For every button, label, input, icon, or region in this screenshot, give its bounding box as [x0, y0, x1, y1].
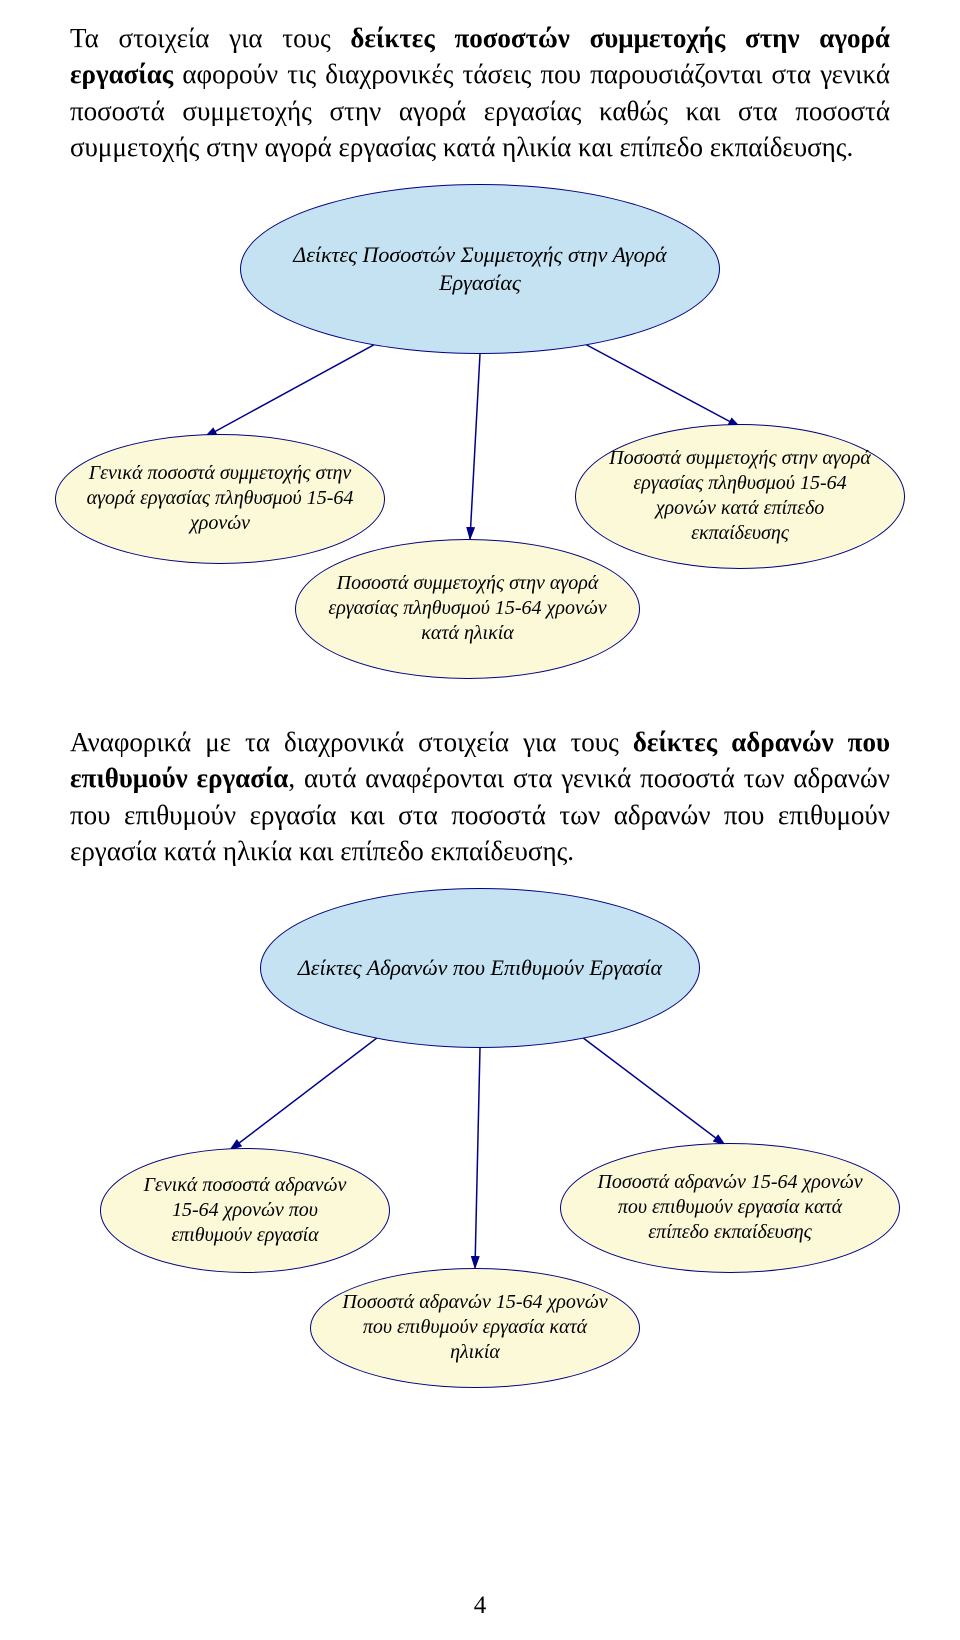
- diagram1-left-label: Γενικά ποσοστά συμμετοχής στην αγορά εργ…: [86, 461, 354, 536]
- diagram2-top-node: Δείκτες Αδρανών που Επιθυμούν Εργασία: [260, 888, 700, 1048]
- diagram1-right-label: Ποσοστά συμμετοχής στην αγορά εργασίας π…: [606, 446, 874, 546]
- diagram2-mid-label: Ποσοστά αδρανών 15-64 χρονών που επιθυμο…: [341, 1290, 609, 1365]
- diagram2-left-node: Γενικά ποσοστά αδρανών 15-64 χρονών που …: [100, 1148, 390, 1273]
- paragraph-2: Αναφορικά με τα διαχρονικά στοιχεία για …: [70, 724, 890, 870]
- page-number: 4: [0, 1592, 960, 1620]
- p1-pre: Τα στοιχεία για τους: [70, 23, 350, 53]
- paragraph-1: Τα στοιχεία για τους δείκτες ποσοστών συ…: [70, 20, 890, 166]
- diagram1-mid-label: Ποσοστά συμμετοχής στην αγορά εργασίας π…: [326, 571, 609, 646]
- diagram2-left-label: Γενικά ποσοστά αδρανών 15-64 χρονών που …: [131, 1173, 359, 1248]
- diagram2-right-label: Ποσοστά αδρανών 15-64 χρονών που επιθυμο…: [591, 1170, 869, 1245]
- diagram1-mid-node: Ποσοστά συμμετοχής στην αγορά εργασίας π…: [295, 539, 640, 679]
- p2-pre: Αναφορικά με τα διαχρονικά στοιχεία για …: [70, 727, 633, 757]
- diagram2-right-node: Ποσοστά αδρανών 15-64 χρονών που επιθυμο…: [560, 1143, 900, 1273]
- p1-post: αφορούν τις διαχρονικές τάσεις που παρου…: [70, 59, 890, 162]
- diagram2-top-label: Δείκτες Αδρανών που Επιθυμούν Εργασία: [298, 954, 662, 982]
- diagram-participation: Δείκτες Ποσοστών Συμμετοχής στην Αγορά Ε…: [70, 184, 890, 704]
- diagram1-left-node: Γενικά ποσοστά συμμετοχής στην αγορά εργ…: [55, 434, 385, 564]
- diagram2-mid-node: Ποσοστά αδρανών 15-64 χρονών που επιθυμο…: [310, 1268, 640, 1388]
- diagram-inactive: Δείκτες Αδρανών που Επιθυμούν Εργασία Γε…: [70, 888, 890, 1388]
- diagram1-top-label: Δείκτες Ποσοστών Συμμετοχής στην Αγορά Ε…: [271, 241, 689, 296]
- diagram1-right-node: Ποσοστά συμμετοχής στην αγορά εργασίας π…: [575, 424, 905, 569]
- diagram1-top-node: Δείκτες Ποσοστών Συμμετοχής στην Αγορά Ε…: [240, 184, 720, 354]
